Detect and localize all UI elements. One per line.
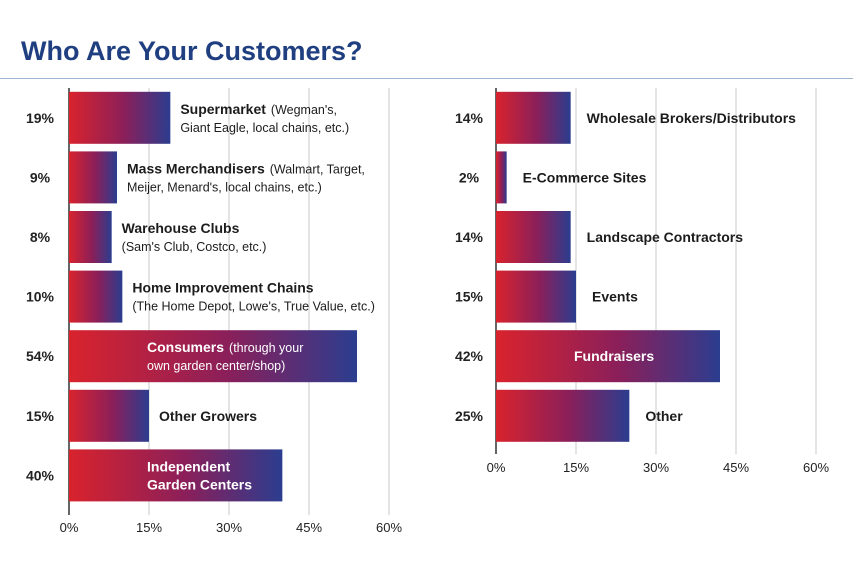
- bar: [496, 389, 630, 442]
- category-label: Supermarket (Wegman's,: [180, 101, 337, 117]
- category-label: Events: [592, 289, 638, 305]
- x-tick-label: 60%: [376, 520, 402, 535]
- x-tick-label: 60%: [803, 460, 829, 475]
- category-label: Other Growers: [159, 408, 257, 424]
- bar: [69, 151, 117, 204]
- x-tick-label: 30%: [216, 520, 242, 535]
- category-label: Consumers (through your: [147, 339, 303, 355]
- x-tick-label: 15%: [136, 520, 162, 535]
- bar: [496, 91, 571, 144]
- bar: [69, 449, 283, 502]
- category-label: Wholesale Brokers/Distributors: [587, 110, 796, 126]
- value-label: 42%: [455, 348, 484, 364]
- category-label: Home Improvement Chains: [132, 280, 313, 296]
- right-bar-chart: 0% 15% 30% 45% 60% 14% Wholesale Brokers/Distr…: [455, 88, 829, 475]
- category-label: Warehouse Clubs: [122, 220, 240, 236]
- left-bar-chart: 0% 15% 30% 45% 60% 19% Supermarket (Wegman's, Gi…: [26, 88, 402, 535]
- bar: [69, 389, 149, 442]
- bar: [69, 91, 171, 144]
- value-label: 15%: [455, 289, 484, 305]
- value-label: 40%: [26, 467, 55, 483]
- category-label: Landscape Contractors: [587, 229, 744, 245]
- chart-title: Who Are Your Customers?: [21, 36, 363, 66]
- value-label: 19%: [26, 110, 55, 126]
- category-label: Fundraisers: [574, 348, 654, 364]
- bar: [69, 211, 112, 263]
- bar: [496, 211, 571, 263]
- value-label: 25%: [455, 408, 484, 424]
- x-tick-label: 30%: [643, 460, 669, 475]
- x-tick-label: 0%: [487, 460, 506, 475]
- value-label: 8%: [30, 229, 51, 245]
- bar: [69, 330, 357, 383]
- category-sublabel: Giant Eagle, local chains, etc.): [180, 121, 349, 135]
- x-tick-label: 15%: [563, 460, 589, 475]
- category-sublabel: own garden center/shop): [147, 359, 285, 373]
- value-label: 10%: [26, 289, 55, 305]
- category-label: Mass Merchandisers (Walmart, Target,: [127, 160, 365, 176]
- bar: [69, 270, 123, 323]
- x-tick-label: 45%: [723, 460, 749, 475]
- category-sublabel: (Sam's Club, Costco, etc.): [122, 240, 267, 254]
- value-label: 14%: [455, 110, 484, 126]
- category-label: Other: [645, 408, 683, 424]
- x-tick-label: 0%: [60, 520, 79, 535]
- category-label: E-Commerce Sites: [523, 169, 647, 185]
- value-label: 9%: [30, 169, 51, 185]
- category-label: Independent: [147, 458, 231, 474]
- bar: [496, 270, 576, 323]
- category-sublabel: Garden Centers: [147, 476, 252, 492]
- value-label: 54%: [26, 348, 55, 364]
- title-divider: [0, 78, 853, 79]
- value-label: 2%: [459, 169, 480, 185]
- x-tick-label: 45%: [296, 520, 322, 535]
- value-label: 14%: [455, 229, 484, 245]
- value-label: 15%: [26, 408, 55, 424]
- bar: [496, 330, 720, 383]
- category-sublabel: (The Home Depot, Lowe's, True Value, etc…: [132, 300, 375, 314]
- bar: [496, 151, 507, 204]
- category-sublabel: Meijer, Menard's, local chains, etc.): [127, 180, 322, 194]
